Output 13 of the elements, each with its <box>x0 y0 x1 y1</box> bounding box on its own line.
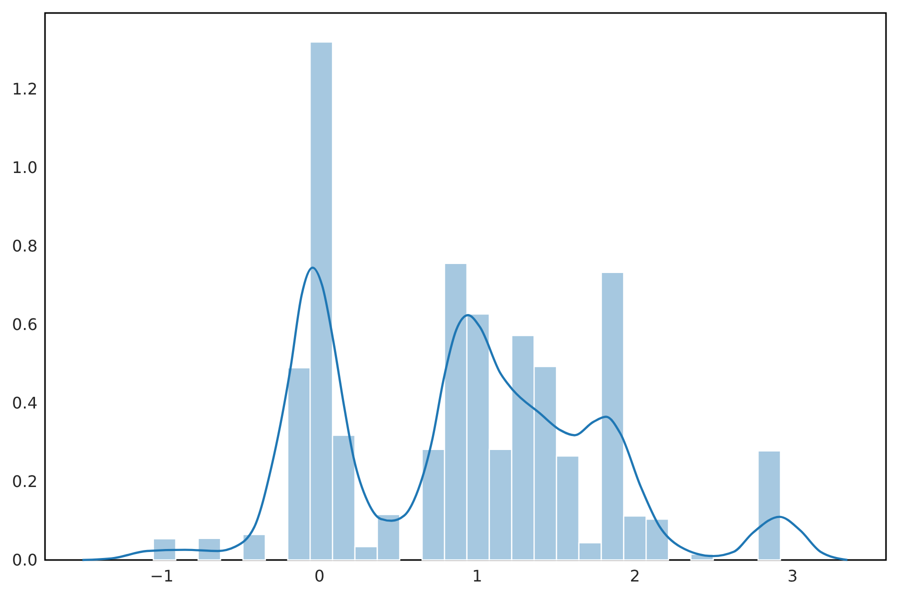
x-tick-label: 2 <box>630 566 640 586</box>
y-tick-label: 0.2 <box>12 472 38 492</box>
y-tick-label: 0.6 <box>12 315 38 334</box>
y-tick-label: 1.0 <box>12 158 38 178</box>
x-tick-label: 3 <box>788 566 798 586</box>
x-tick-label: 0 <box>314 566 325 586</box>
x-tick-label: 1 <box>472 566 482 586</box>
line-series <box>81 266 848 562</box>
y-tick-label: 0.8 <box>12 236 38 256</box>
y-tick-label: 1.2 <box>12 80 38 99</box>
y-tick-label: 0.4 <box>12 394 38 413</box>
y-tick-label: 0.0 <box>12 550 38 570</box>
x-tick-label: −1 <box>150 566 174 586</box>
